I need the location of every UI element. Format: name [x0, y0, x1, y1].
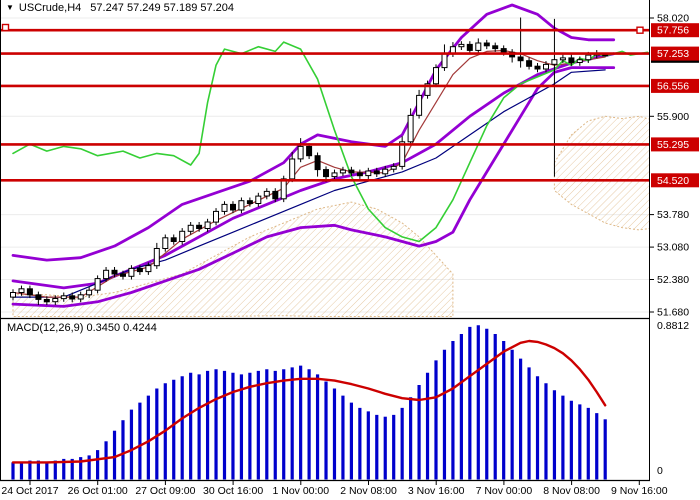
time-tick-label: 27 Oct 09:00	[135, 485, 195, 497]
object-anchor-marker[interactable]	[1, 23, 10, 32]
time-tick-label: 2 Nov 08:00	[340, 485, 397, 497]
price-tick-label: 53.780	[657, 209, 689, 221]
ichimoku-cloud	[553, 115, 649, 231]
symbol-dropdown-icon[interactable]: ▼	[6, 3, 14, 12]
svg-text:54.520: 54.520	[657, 175, 689, 187]
price-tick-label: 51.680	[657, 307, 689, 319]
price-tick-label: 52.380	[657, 274, 689, 286]
time-tick-label: 7 Nov 00:00	[476, 485, 533, 497]
price-tick-label: 53.080	[657, 242, 689, 254]
time-tick-label: 24 Oct 2017	[1, 485, 58, 497]
price-axis: 58.020 55.900 53.780 53.080 52.380 51.680 57.2…	[650, 13, 699, 477]
price-tick-label: 55.900	[657, 111, 689, 123]
level-price-badge	[651, 78, 699, 93]
macd-axis-label: 0.8812	[657, 320, 689, 332]
macd-panel[interactable]	[11, 325, 607, 480]
macd-axis-label: 0	[657, 465, 663, 477]
time-tick-label: 30 Oct 16:00	[203, 485, 263, 497]
level-price-badge	[651, 173, 699, 188]
level-price-badge	[651, 23, 699, 38]
symbol-period-label: USCrude,H4	[18, 2, 82, 14]
svg-text:57.756: 57.756	[657, 25, 689, 37]
ohlc-quote-label: 57.247 57.249 57.189 57.204	[90, 2, 235, 14]
price-tick-label: 58.020	[657, 13, 689, 25]
macd-name: MACD(12,26,9)	[7, 322, 84, 334]
svg-text:55.295: 55.295	[657, 139, 689, 151]
time-tick-label: 9 Nov 16:00	[611, 485, 668, 497]
level-price-badge	[651, 46, 699, 61]
svg-text:56.556: 56.556	[657, 80, 689, 92]
ichimoku-cloud	[12, 201, 454, 317]
level-endpoint-marker[interactable]	[636, 26, 644, 34]
time-tick-label: 26 Oct 01:00	[68, 485, 128, 497]
macd-values: 0.3450 0.4244	[86, 322, 157, 334]
price-panel[interactable]	[1, 3, 673, 317]
macd-indicator-label: MACD(12,26,9) 0.3450 0.4244	[7, 322, 157, 334]
time-tick-label: 8 Nov 08:00	[543, 485, 600, 497]
candles	[10, 17, 609, 305]
svg-text:57.253: 57.253	[657, 48, 689, 60]
chart-frame	[0, 0, 650, 482]
level-price-badge	[651, 137, 699, 152]
chart-title-bar: ▼ USCrude,H4 57.247 57.249 57.189 57.204	[6, 2, 234, 14]
time-tick-label: 3 Nov 16:00	[408, 485, 465, 497]
time-tick-label: 1 Nov 00:00	[272, 485, 329, 497]
time-axis: 24 Oct 2017 26 Oct 01:00 27 Oct 09:00 30 Oc…	[1, 481, 668, 497]
